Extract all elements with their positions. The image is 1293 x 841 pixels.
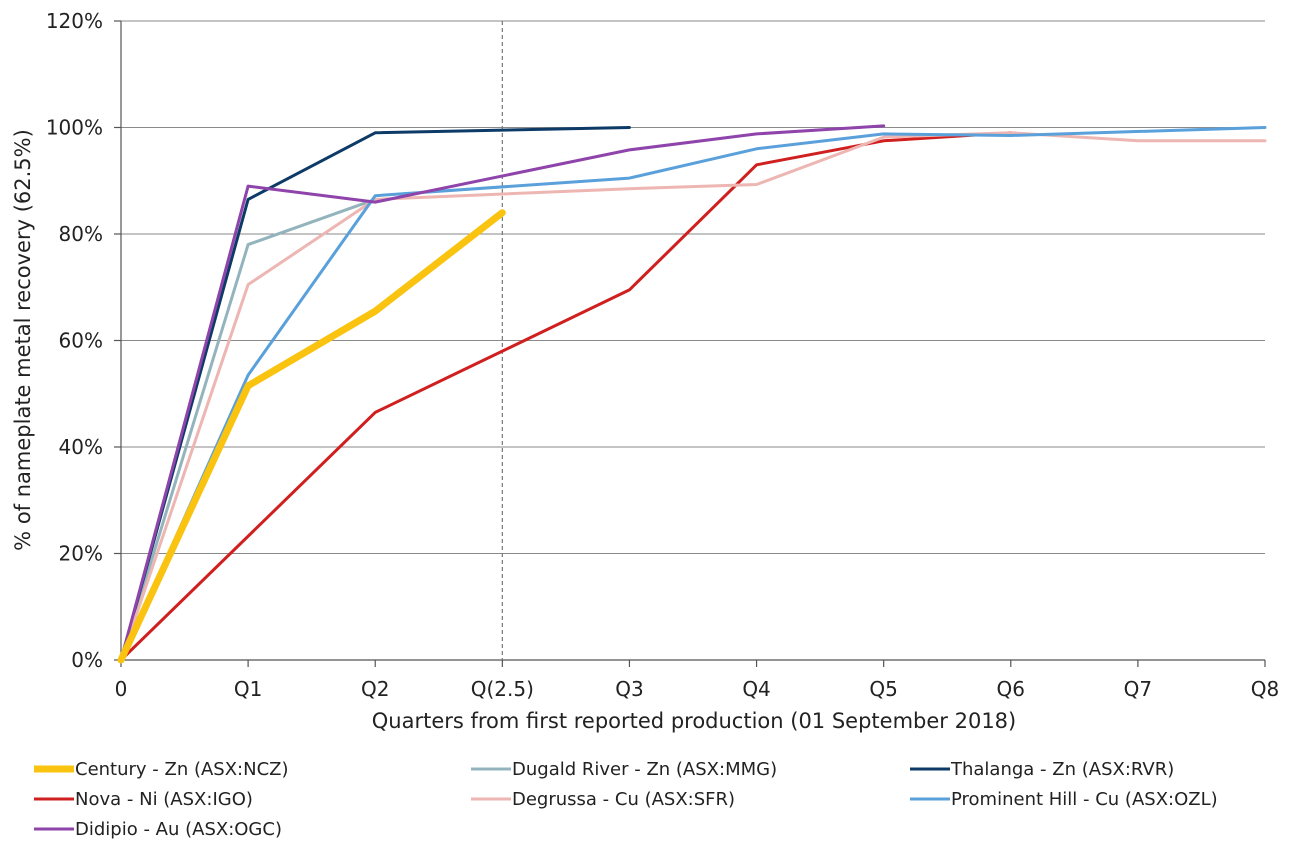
legend-label-5: Prominent Hill - Cu (ASX:OZL) <box>951 789 1218 810</box>
y-tick-label: 20% <box>59 542 103 566</box>
x-tick-labels: 0 Q1 Q2 Q(2.5) Q3 Q4 Q5 Q6 Q7 Q8 <box>115 677 1280 701</box>
y-tick-label: 60% <box>59 329 103 353</box>
y-axis-title: % of nameplate metal recovery (62.5%) <box>11 129 35 551</box>
y-tick-labels: 0% 20% 40% 60% 80% 100% 120% <box>46 9 103 672</box>
x-tick-label: Q7 <box>1124 677 1152 701</box>
gridlines <box>121 20 1265 554</box>
x-axis-title: Quarters from first reported production … <box>372 709 1016 733</box>
y-tick-label: 0% <box>71 648 103 672</box>
x-tick-label: Q1 <box>234 677 262 701</box>
series-line-3 <box>119 131 1013 662</box>
axes <box>114 20 1266 667</box>
legend-label-0: Century - Zn (ASX:NCZ) <box>75 759 289 780</box>
series-line-6 <box>119 124 886 662</box>
legend: Century - Zn (ASX:NCZ) Dugald River - Zn … <box>34 759 1218 840</box>
legend-label-1: Dugald River - Zn (ASX:MMG) <box>512 759 777 780</box>
y-tick-label: 40% <box>59 435 103 459</box>
legend-label-6: Didipio - Au (ASX:OGC) <box>75 819 282 840</box>
x-tick-label: Q2 <box>361 677 389 701</box>
x-tick-label: Q8 <box>1251 677 1279 701</box>
x-tick-label: Q4 <box>742 677 770 701</box>
x-tick-label: Q5 <box>869 677 897 701</box>
series-line-1 <box>119 197 377 662</box>
series-lines <box>117 124 1267 664</box>
series-line-2 <box>119 126 631 662</box>
series-line-0 <box>117 209 506 664</box>
y-tick-label: 120% <box>46 9 103 33</box>
x-tick-label: Q6 <box>997 677 1025 701</box>
series-line-5 <box>119 126 1267 662</box>
legend-label-3: Nova - Ni (ASX:IGO) <box>75 789 253 810</box>
series-line-4 <box>119 131 1267 662</box>
y-tick-label: 100% <box>46 116 103 140</box>
legend-label-4: Degrussa - Cu (ASX:SFR) <box>512 789 735 810</box>
legend-label-2: Thalanga - Zn (ASX:RVR) <box>950 759 1174 780</box>
y-tick-label: 80% <box>59 222 103 246</box>
x-tick-label: Q3 <box>615 677 643 701</box>
x-tick-label: 0 <box>115 677 128 701</box>
x-tick-label: Q(2.5) <box>471 677 534 701</box>
